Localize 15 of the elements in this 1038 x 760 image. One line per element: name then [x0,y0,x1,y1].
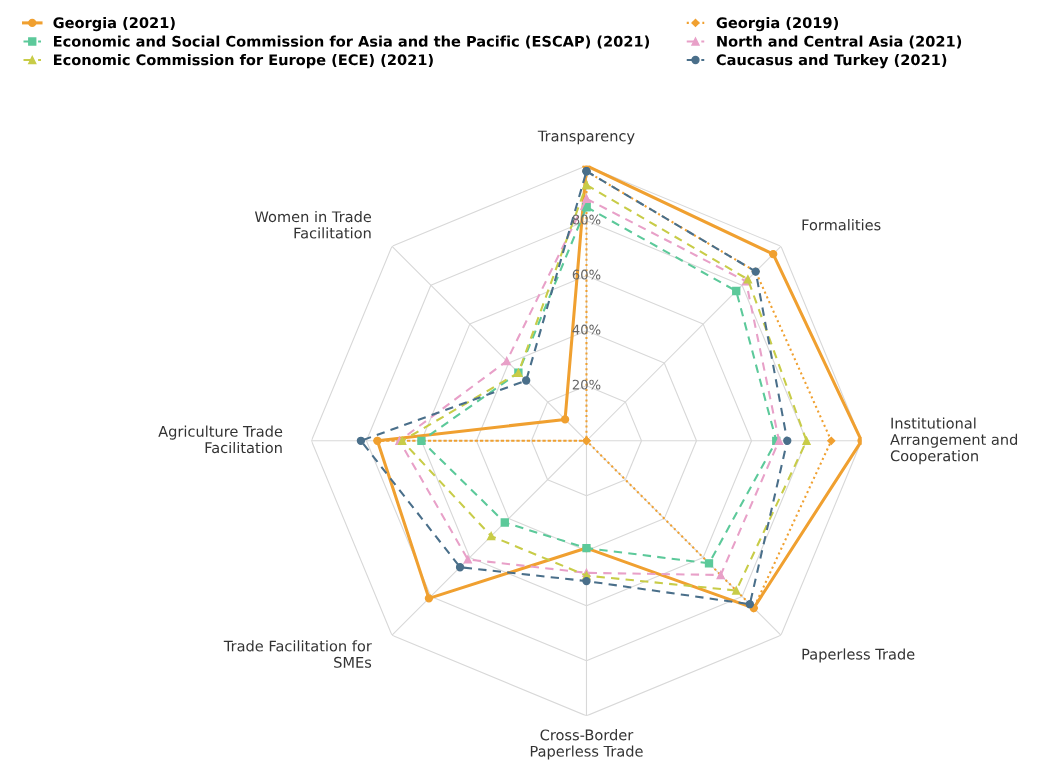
legend-label: Georgia (2021) [53,16,175,32]
spoke-label: Formalities [802,219,881,231]
legend-label: Caucasus and Turkey (2021) [716,54,947,69]
spoke-label: Trade Facilitation for SMEs [223,640,372,668]
spoke-label: Cross-Border Paperless Trade [530,729,643,760]
legend-label: Economic and Social Commission for Asia and the Pacific (ESCAP) (2021) [54,35,650,49]
spoke-label: Paperless Trade [802,648,915,663]
spoke-label: Transparency [537,130,635,145]
spoke-label: Agriculture Trade Facilitation [158,425,283,454]
spoke-label: Institutional Arrangement and Cooperation [890,417,1018,465]
legend-label: Economic Commission for Europe (ECE) (2021) [54,54,433,69]
spoke-label: Women in Trade Facilitation [254,210,372,239]
legend-label: North and Central Asia (2021) [717,35,962,49]
legend-label: Georgia (2019) [716,16,838,32]
y-tick-label: 20% [572,379,601,390]
